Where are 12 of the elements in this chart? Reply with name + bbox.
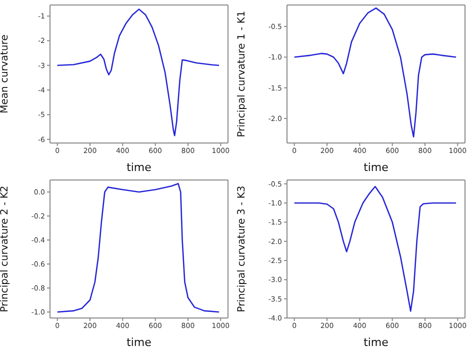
y-axis-title: Mean curvature (0, 34, 11, 114)
line-series (294, 186, 457, 312)
line-series (56, 8, 220, 136)
x-axis-title: time (126, 161, 152, 174)
line-series (56, 182, 220, 313)
line-series (294, 7, 457, 138)
y-axis-title: Principal curvature 2 - K2 (0, 186, 11, 312)
y-axis-title: Principal curvature 3 - K3 (236, 186, 248, 312)
x-axis-title: time (126, 336, 152, 349)
y-axis-title: Principal curvature 1 - K1 (236, 10, 248, 138)
x-axis-title: time (364, 161, 389, 174)
x-axis-title: time (364, 336, 389, 349)
